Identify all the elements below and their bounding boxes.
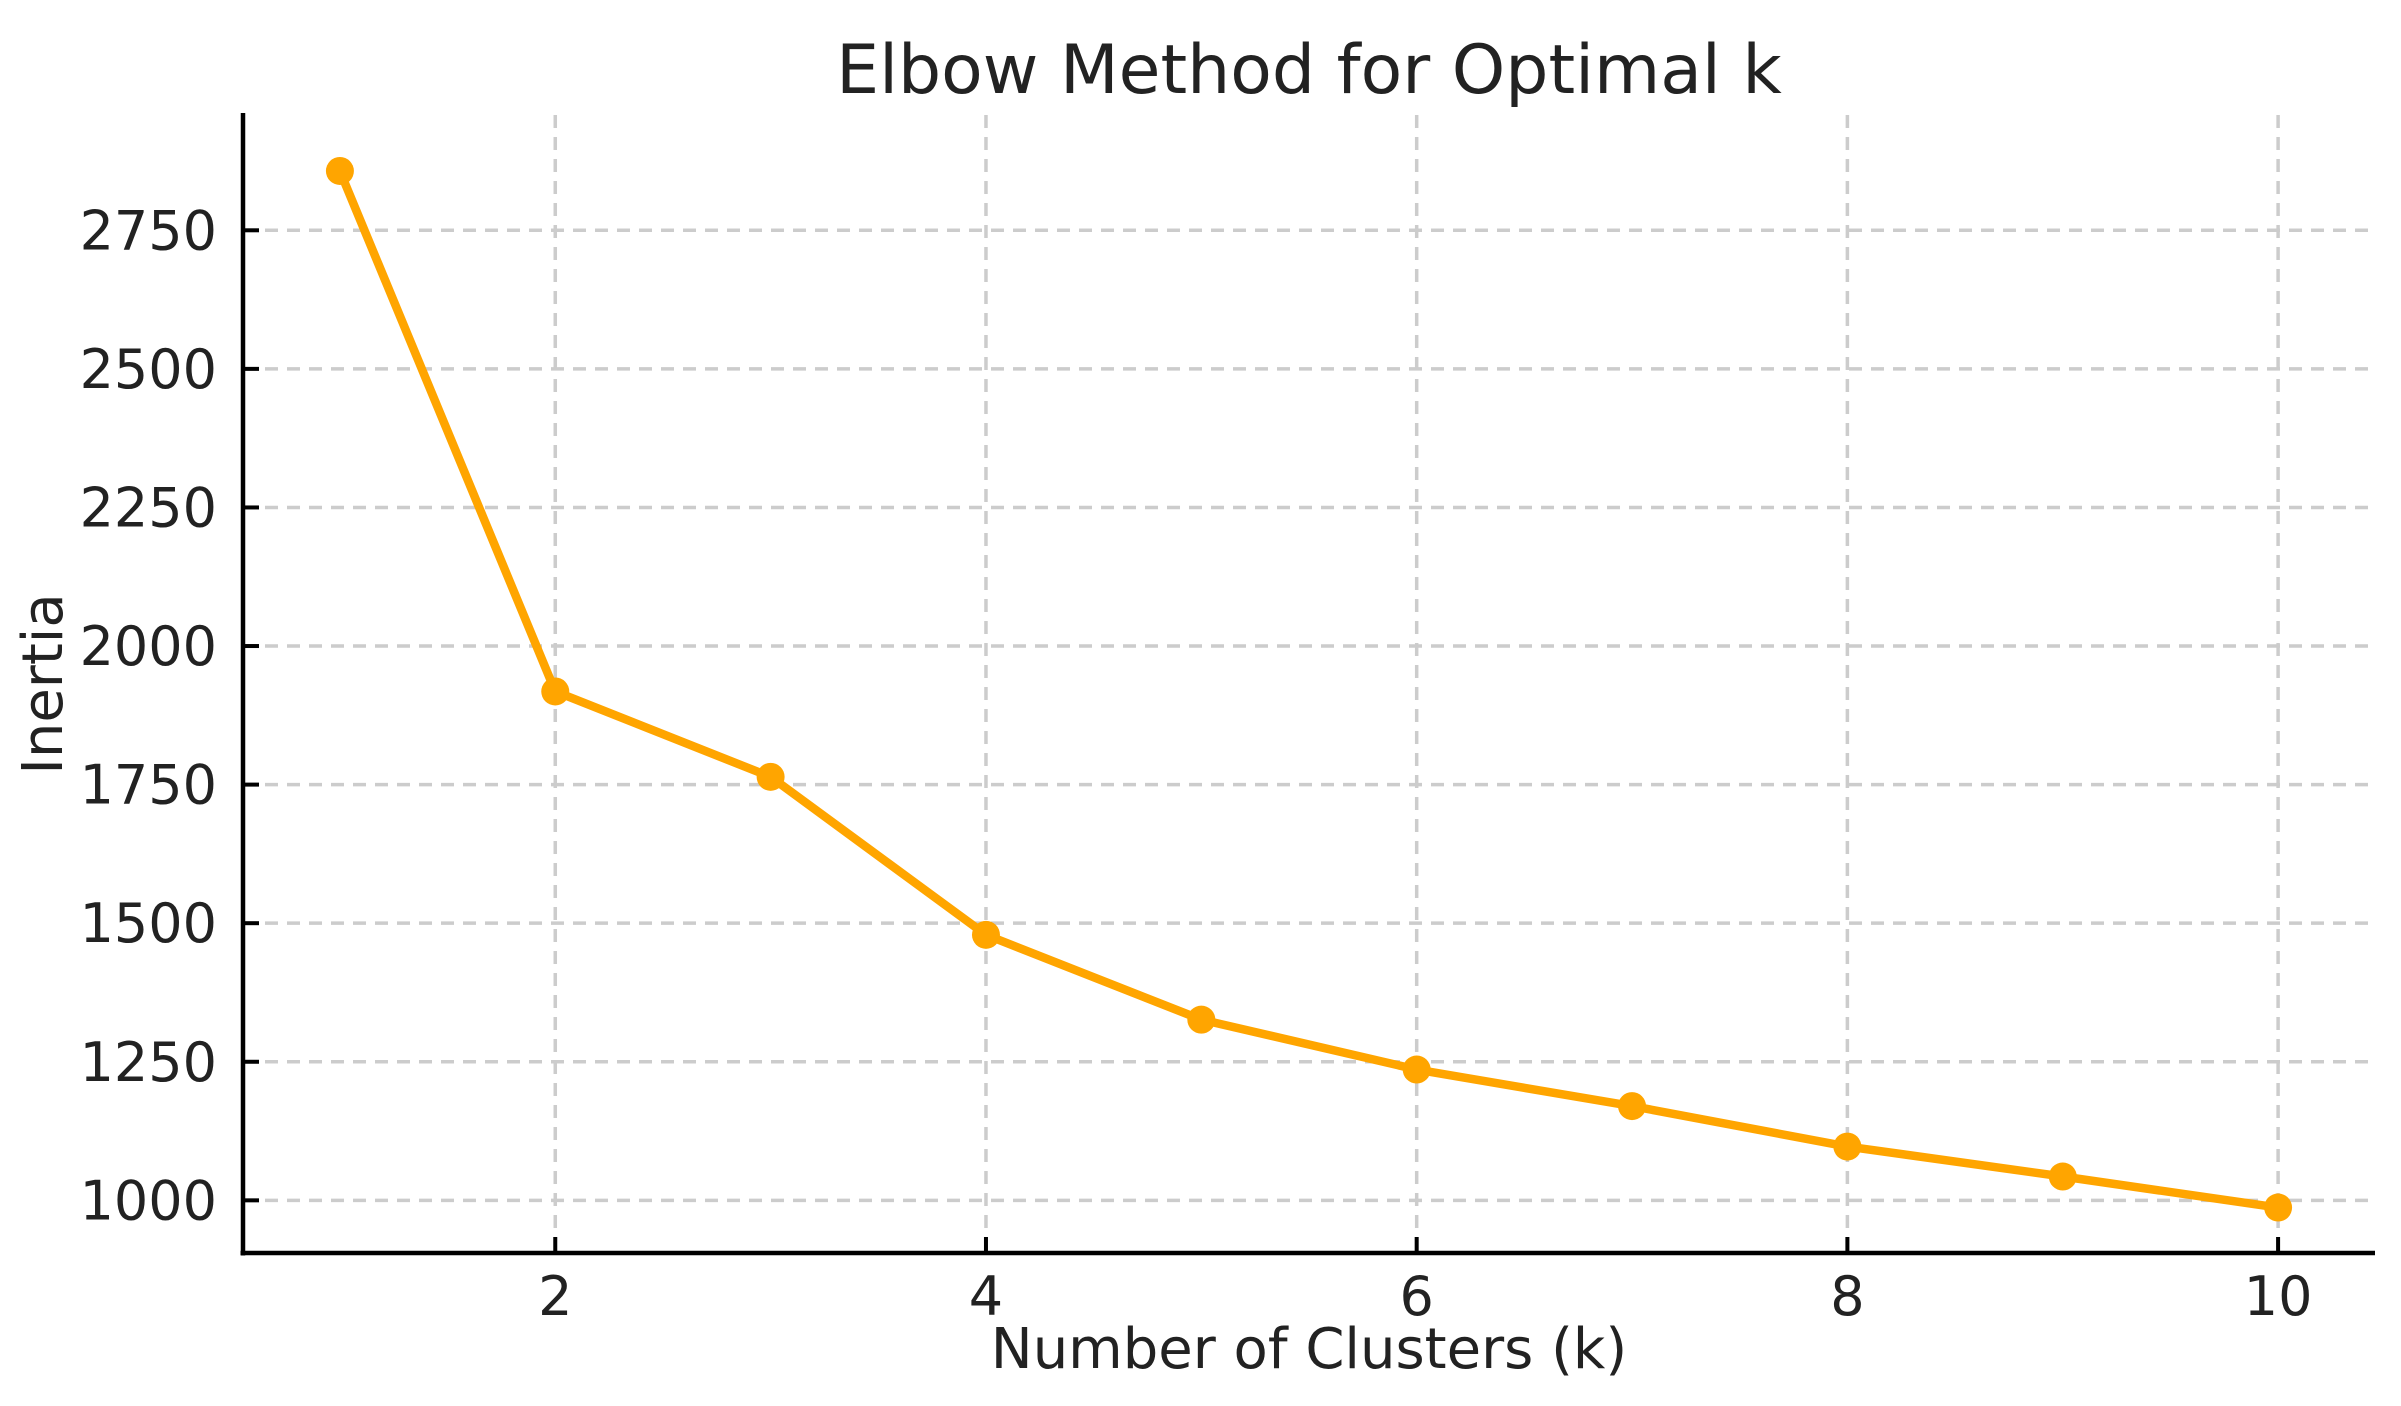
inertia-line <box>335 166 2283 1212</box>
data-point-k5 <box>1187 1005 1216 1034</box>
data-point-k3 <box>756 762 785 791</box>
x-tick-label: 4 <box>969 1265 1003 1328</box>
y-tick-label: 1000 <box>80 1169 217 1232</box>
data-point-k2 <box>541 677 570 706</box>
y-tick-label: 2500 <box>80 338 217 401</box>
chart-title: Elbow Method for Optimal k <box>836 31 1782 110</box>
data-point-k4 <box>971 920 1000 949</box>
y-tick-label: 2750 <box>80 199 217 262</box>
y-axis-label: Inertia <box>11 593 76 774</box>
gridlines-group <box>243 115 2375 1253</box>
data-point-k10 <box>2264 1193 2293 1222</box>
y-tick-label: 1500 <box>80 892 217 955</box>
y-tick-label: 1750 <box>80 754 217 817</box>
data-point-k1 <box>325 156 354 185</box>
y-tick-label: 2250 <box>80 476 217 539</box>
x-tick-label: 10 <box>2244 1265 2313 1328</box>
axes-spines-group <box>240 113 2375 1256</box>
data-point-k7 <box>1618 1092 1647 1121</box>
data-point-k8 <box>1833 1132 1862 1161</box>
x-tick-label: 2 <box>538 1265 572 1328</box>
y-tick-label: 2000 <box>80 615 217 678</box>
x-axis-label: Number of Clusters (k) <box>991 1317 1627 1382</box>
x-tick-label: 6 <box>1399 1265 1433 1328</box>
ticks-group: 2 4 6 8 10 1000 1250 1500 1750 2000 2250 2500 2750 <box>80 199 2313 1328</box>
data-points-group <box>325 156 2293 1222</box>
data-point-k6 <box>1402 1055 1431 1084</box>
data-series-group <box>325 156 2293 1222</box>
x-tick-label: 8 <box>1830 1265 1864 1328</box>
y-tick-label: 1250 <box>80 1031 217 1094</box>
data-point-k9 <box>2048 1162 2077 1191</box>
